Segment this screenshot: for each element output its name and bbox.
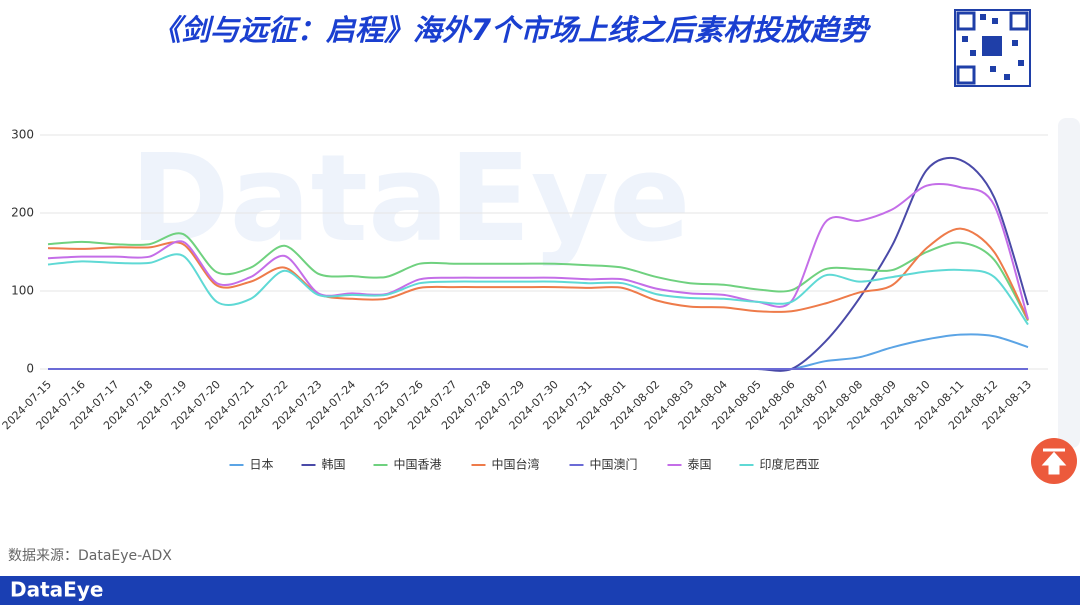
watermark: DataEye: [130, 130, 691, 269]
legend-label: 韩国: [322, 457, 346, 472]
legend-label: 印度尼西亚: [760, 457, 820, 472]
source: 数据来源：DataEye-ADX: [8, 548, 172, 564]
footer-brand: DataEye: [10, 578, 103, 602]
legend-label: 泰国: [688, 458, 712, 472]
y-tick-label: 200: [11, 206, 34, 220]
legend-label: 中国澳门: [590, 457, 638, 472]
legend-label: 日本: [250, 458, 274, 472]
legend-label: 中国台湾: [492, 457, 540, 472]
y-tick-label: 100: [11, 284, 34, 298]
qr-code: [954, 9, 1031, 87]
series-line: [47, 253, 1029, 326]
series-line: [47, 182, 1029, 320]
chart-title: 《剑与远征：启程》海外7个市场上线之后素材投放趋势: [152, 13, 871, 47]
footer-bar: [0, 576, 1080, 605]
series-line: [47, 227, 1029, 321]
side-panel: [1058, 118, 1080, 448]
scroll-top-icon: [1041, 448, 1067, 475]
y-tick-label: 0: [26, 362, 34, 376]
y-tick-label: 300: [11, 128, 34, 142]
series-line: [47, 232, 1029, 322]
legend-label: 中国香港: [394, 457, 442, 472]
series-line: [48, 333, 1029, 371]
